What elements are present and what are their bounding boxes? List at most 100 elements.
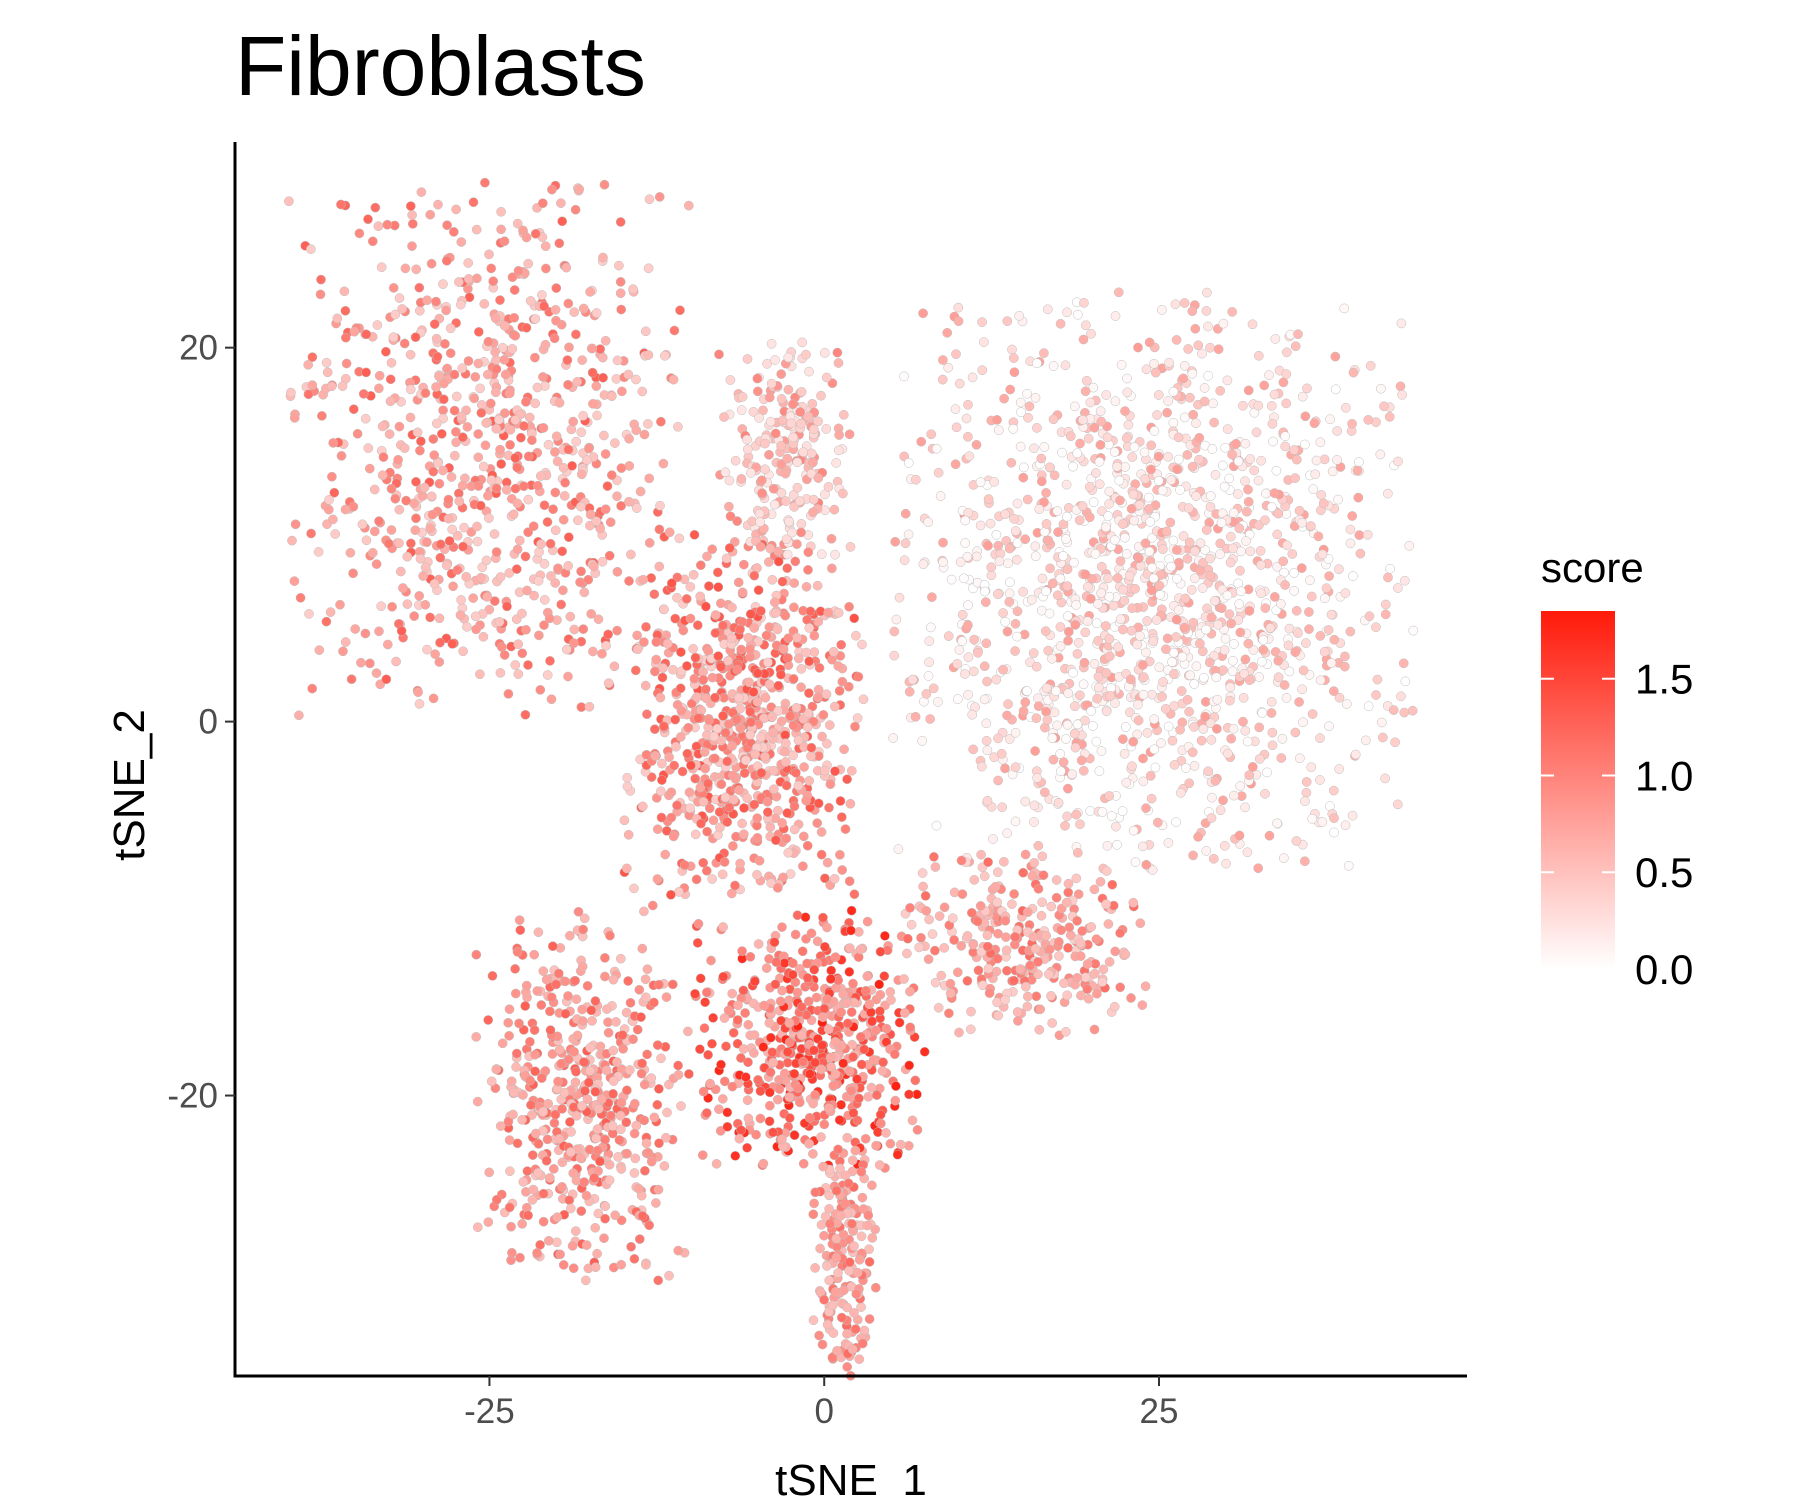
data-point [519,421,529,431]
data-point [580,1275,591,1286]
data-point [1031,661,1042,672]
data-point [1075,819,1085,830]
data-point [862,916,873,927]
data-point [482,369,493,380]
data-point [1112,839,1122,850]
data-point [1326,609,1337,620]
x-tick-label: -25 [464,1392,515,1431]
data-point [571,329,581,340]
data-point [407,210,417,220]
data-point [1362,529,1373,540]
data-point [1305,575,1315,586]
data-point [628,284,638,295]
data-point [1143,492,1154,503]
data-point [1115,556,1126,566]
data-point [864,1314,875,1324]
data-point [659,350,670,361]
data-point [601,1065,612,1076]
data-point [696,818,706,829]
data-point [737,946,747,956]
data-point [1294,697,1304,707]
data-point [1061,479,1072,490]
data-point [635,486,646,497]
data-point [472,521,482,532]
data-point [824,1275,835,1286]
data-point [1097,807,1108,817]
data-point [420,388,431,398]
data-point [858,694,869,705]
data-point [1140,538,1151,549]
data-point [483,490,493,501]
data-point [457,480,468,491]
data-point [595,1156,605,1167]
data-point [1147,689,1157,700]
data-point [804,366,814,377]
data-point [691,692,702,702]
data-point [836,1312,847,1323]
data-point [828,1328,839,1338]
data-point [823,482,834,492]
chart-title: Fibroblasts [235,19,646,113]
data-point [530,398,541,409]
data-point [1348,571,1358,581]
data-point [415,553,426,564]
data-point [1007,344,1017,355]
data-point [1298,717,1308,728]
data-point [690,773,701,784]
data-point [789,1068,800,1079]
data-point [969,875,980,885]
data-point [740,755,751,766]
data-point [1150,367,1161,378]
data-point [1089,1024,1100,1035]
data-point [445,348,456,359]
data-point [742,444,753,455]
data-point [1118,519,1128,529]
data-point [793,653,804,664]
data-point [817,1339,828,1350]
data-point [1128,897,1139,908]
data-point [1113,642,1124,653]
data-point [1347,511,1358,521]
data-point [1163,837,1174,848]
data-point [1000,509,1011,519]
data-point [1091,736,1102,747]
data-point [727,741,737,751]
data-point [1300,796,1310,807]
data-point [1241,506,1252,517]
data-point [816,390,826,401]
data-point [446,472,457,482]
data-point [592,1145,603,1156]
data-point [540,241,551,252]
data-point [830,952,841,962]
data-point [1075,938,1086,949]
data-point [374,626,384,637]
data-point [510,483,521,494]
data-point [399,338,410,349]
data-point [642,964,653,975]
data-point [1118,734,1128,744]
data-point [1149,744,1160,755]
data-point [1086,922,1097,932]
data-point [1022,494,1033,505]
data-point [332,313,343,324]
data-point [1329,827,1339,838]
data-point [960,538,971,548]
data-point [918,308,928,319]
data-point [643,419,653,429]
data-point [894,592,905,603]
data-point [746,717,756,728]
data-point [1171,614,1182,625]
data-point [917,736,928,746]
data-point [554,1044,565,1055]
data-point [1377,732,1388,743]
data-point [796,527,806,538]
data-point [670,613,681,624]
data-point [734,692,744,703]
data-point [1256,455,1266,466]
data-point [1273,655,1284,666]
data-point [619,815,630,826]
data-point [642,1049,652,1060]
data-point [906,919,917,930]
data-point [765,416,776,427]
data-point [652,824,663,835]
